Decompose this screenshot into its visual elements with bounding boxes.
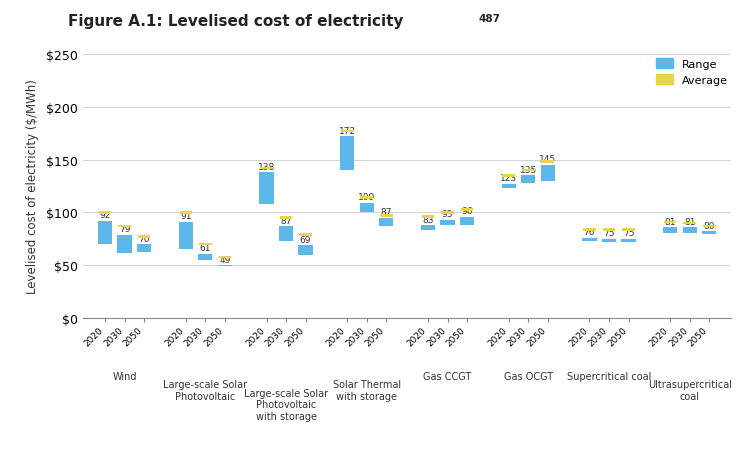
Text: 91: 91	[180, 212, 192, 221]
Legend: Range, Average: Range, Average	[652, 55, 732, 90]
Text: 81: 81	[684, 217, 695, 226]
Bar	[460, 217, 474, 226]
Text: 87: 87	[381, 207, 392, 217]
Bar	[622, 228, 635, 231]
Bar	[218, 266, 232, 267]
Text: Gas CCGT: Gas CCGT	[424, 371, 472, 381]
Bar	[360, 203, 374, 213]
Text: 75: 75	[603, 229, 615, 238]
Bar	[118, 225, 131, 228]
Bar	[380, 215, 393, 217]
Bar	[621, 239, 636, 243]
Bar	[683, 222, 696, 225]
Bar	[441, 212, 454, 214]
Text: 109: 109	[358, 193, 375, 202]
Bar	[501, 184, 516, 189]
Text: 92: 92	[100, 211, 111, 220]
Text: Wind: Wind	[112, 371, 137, 381]
Bar	[461, 208, 474, 211]
Text: Ultrasupercritical
coal: Ultrasupercritical coal	[648, 379, 731, 401]
Text: 61: 61	[200, 243, 211, 253]
Bar	[602, 228, 615, 231]
Bar	[360, 197, 373, 199]
Bar	[522, 169, 535, 172]
Bar	[682, 228, 697, 233]
Bar	[279, 227, 293, 242]
Bar	[179, 212, 192, 214]
Bar	[663, 228, 677, 233]
Text: 487: 487	[479, 14, 501, 24]
Bar	[702, 232, 716, 234]
Bar	[179, 222, 193, 250]
Bar	[664, 221, 676, 224]
Bar	[703, 225, 716, 228]
Bar	[118, 235, 132, 253]
Bar	[440, 220, 455, 226]
Bar	[99, 212, 112, 214]
Text: Figure A.1: Levelised cost of electricity: Figure A.1: Levelised cost of electricit…	[68, 14, 403, 29]
Text: 81: 81	[664, 217, 676, 226]
Bar	[541, 161, 554, 164]
Bar	[280, 217, 293, 220]
Text: 96: 96	[461, 207, 473, 216]
Text: 83: 83	[422, 215, 434, 224]
Bar	[260, 167, 273, 170]
Text: 93: 93	[442, 210, 453, 219]
Y-axis label: Levelised cost of electricity ($/MWh): Levelised cost of electricity ($/MWh)	[26, 79, 39, 294]
Bar	[138, 236, 151, 238]
Bar	[502, 175, 515, 177]
Bar	[219, 256, 231, 258]
Bar	[421, 216, 434, 218]
Text: Solar Thermal
with storage: Solar Thermal with storage	[333, 379, 401, 401]
Text: Large-scale Solar
Photovoltaic
with storage: Large-scale Solar Photovoltaic with stor…	[244, 388, 328, 421]
Text: 75: 75	[623, 229, 634, 238]
Text: 70: 70	[139, 234, 150, 243]
Bar	[137, 245, 152, 252]
Text: 79: 79	[119, 225, 130, 233]
Text: Gas OCGT: Gas OCGT	[504, 371, 553, 381]
Text: 145: 145	[539, 155, 556, 164]
Bar	[583, 228, 596, 231]
Bar	[340, 137, 354, 171]
Text: 80: 80	[703, 222, 715, 230]
Text: 69: 69	[300, 235, 311, 244]
Bar	[198, 254, 213, 260]
Bar	[541, 166, 555, 181]
Text: Supercritical coal: Supercritical coal	[567, 371, 651, 381]
Bar	[582, 238, 596, 242]
Text: 49: 49	[219, 255, 231, 264]
Bar	[341, 130, 354, 133]
Text: 123: 123	[500, 174, 517, 183]
Bar	[521, 176, 535, 183]
Text: Large-scale Solar
Photovoltaic: Large-scale Solar Photovoltaic	[164, 379, 247, 401]
Text: 135: 135	[520, 166, 537, 174]
Bar	[259, 173, 274, 204]
Bar	[299, 246, 313, 255]
Text: 172: 172	[339, 126, 356, 135]
Bar	[379, 218, 394, 227]
Bar	[299, 234, 312, 237]
Text: 76: 76	[584, 228, 595, 237]
Bar	[98, 222, 112, 245]
Bar	[199, 243, 212, 246]
Bar	[602, 239, 616, 243]
Bar	[421, 226, 435, 231]
Text: 87: 87	[280, 216, 292, 225]
Text: 138: 138	[258, 162, 275, 171]
